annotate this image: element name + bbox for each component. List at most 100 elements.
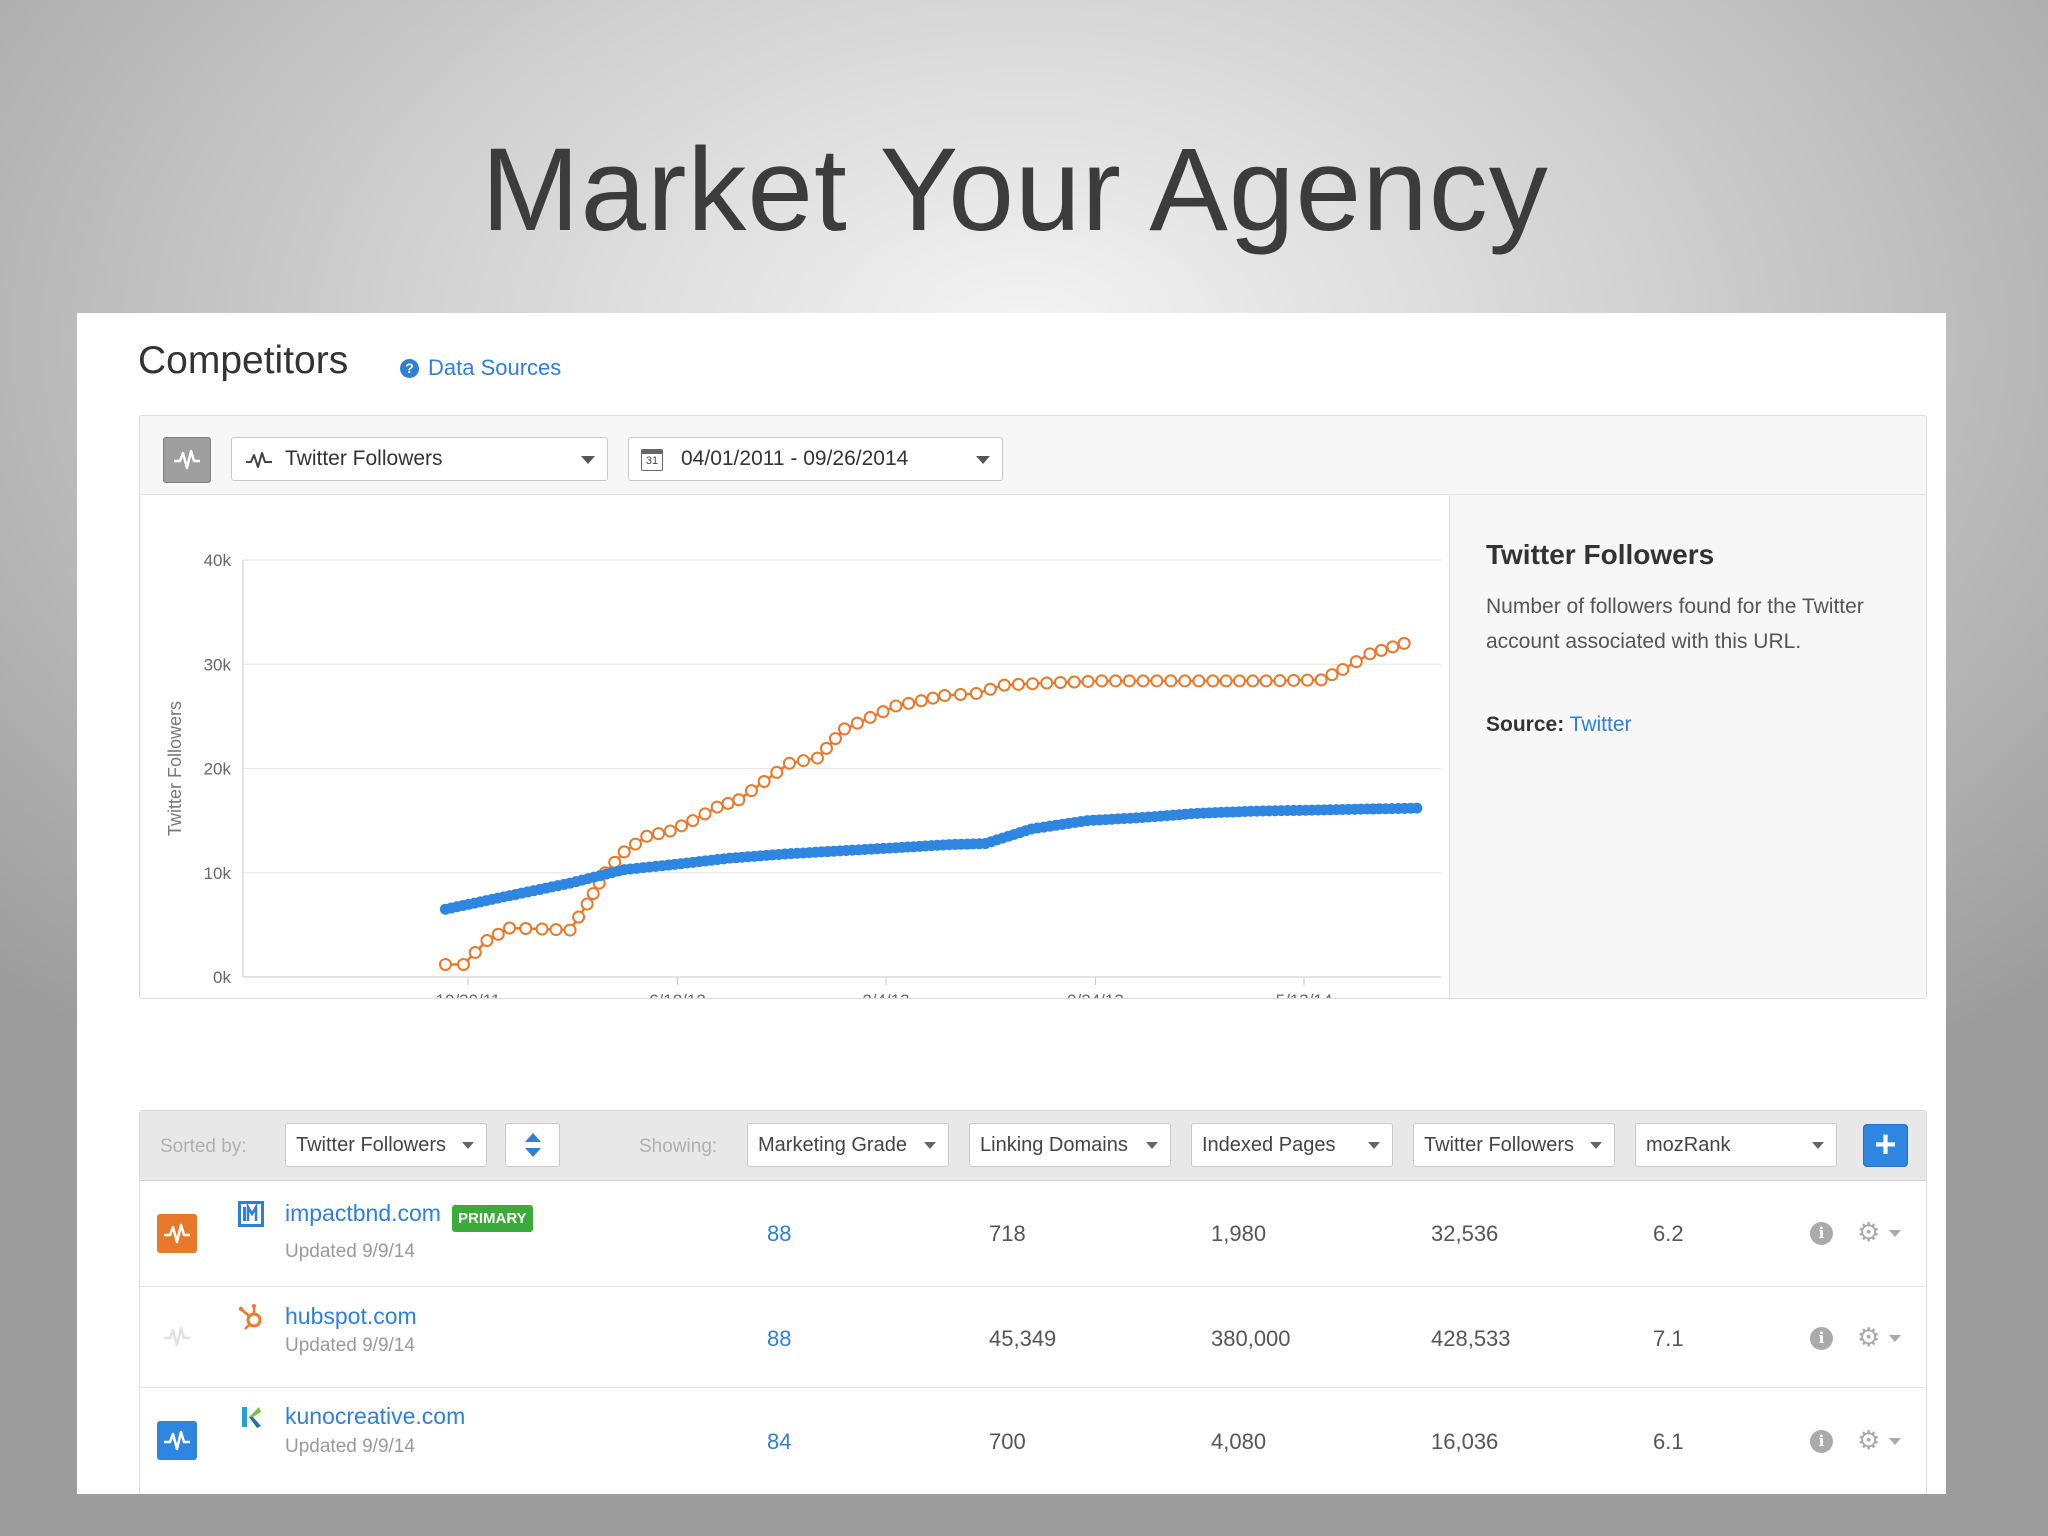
metric-select[interactable]: Twitter Followers xyxy=(231,437,608,481)
data-point xyxy=(1150,674,1164,688)
add-column-button[interactable]: + xyxy=(1863,1124,1908,1167)
data-point xyxy=(572,910,586,924)
chevron-down-icon xyxy=(462,1142,474,1149)
data-point xyxy=(1232,674,1246,688)
data-point xyxy=(757,775,771,789)
pulse-chart-icon xyxy=(174,449,200,470)
metric-select-value: Twitter Followers xyxy=(285,447,443,470)
column-select-3[interactable]: Indexed Pages xyxy=(1191,1123,1393,1167)
data-point xyxy=(1411,802,1423,814)
mozrank: 6.1 xyxy=(1653,1429,1684,1454)
data-point xyxy=(782,756,796,770)
data-point xyxy=(983,682,997,696)
impact-logo-icon xyxy=(238,1201,264,1227)
data-point xyxy=(438,957,452,971)
table-header: Sorted by: Twitter Followers Showing: Ma… xyxy=(140,1111,1926,1181)
table-row: impactbnd.com PRIMARY Updated 9/9/14 88 … xyxy=(140,1181,1926,1287)
data-point xyxy=(480,934,494,948)
data-point xyxy=(1053,675,1067,689)
chevron-down-icon[interactable] xyxy=(1889,1230,1901,1237)
row-chart-toggle[interactable] xyxy=(157,1317,197,1356)
data-point xyxy=(1067,675,1081,689)
data-point xyxy=(1011,677,1025,691)
data-point xyxy=(586,887,600,901)
sort-up-icon xyxy=(525,1133,541,1142)
data-point xyxy=(997,678,1011,692)
data-point xyxy=(796,754,810,768)
data-point xyxy=(580,897,594,911)
data-point xyxy=(744,784,758,798)
date-range-value: 04/01/2011 - 09/26/2014 xyxy=(681,447,909,470)
gear-icon[interactable]: ⚙ xyxy=(1857,1425,1881,1455)
column-select-4[interactable]: Twitter Followers xyxy=(1413,1123,1615,1167)
column-select-4-value: Twitter Followers xyxy=(1424,1133,1575,1156)
sort-select[interactable]: Twitter Followers xyxy=(285,1123,487,1167)
info-icon[interactable]: i xyxy=(1810,1430,1833,1453)
x-tick-label: 6/18/12 xyxy=(649,991,706,998)
sort-select-value: Twitter Followers xyxy=(296,1133,447,1156)
data-point xyxy=(1122,674,1136,688)
column-select-5[interactable]: mozRank xyxy=(1635,1123,1837,1167)
column-select-2[interactable]: Linking Domains xyxy=(969,1123,1171,1167)
source-link[interactable]: Twitter xyxy=(1569,713,1632,736)
data-point xyxy=(810,751,824,765)
mozrank: 7.1 xyxy=(1653,1326,1684,1351)
pulse-icon xyxy=(246,452,272,468)
data-point xyxy=(1095,674,1109,688)
site-name[interactable]: kunocreative.com xyxy=(285,1403,466,1429)
data-point xyxy=(519,922,533,936)
chart-box: Twitter Followers 31 04/01/2011 - 09/26/… xyxy=(139,415,1927,1010)
data-point xyxy=(914,694,928,708)
chevron-down-icon[interactable] xyxy=(1889,1438,1901,1445)
data-point xyxy=(710,800,724,814)
data-point xyxy=(617,845,631,859)
chevron-down-icon xyxy=(976,456,990,464)
chart-toolbar: Twitter Followers 31 04/01/2011 - 09/26/… xyxy=(140,416,1926,494)
gear-icon[interactable]: ⚙ xyxy=(1857,1217,1881,1247)
chevron-down-icon xyxy=(1590,1142,1602,1149)
row-chart-toggle[interactable] xyxy=(157,1421,197,1460)
data-point xyxy=(1081,674,1095,688)
info-icon[interactable]: i xyxy=(1810,1327,1833,1350)
row-chart-toggle[interactable] xyxy=(157,1214,197,1253)
data-point xyxy=(953,687,967,701)
table-row: hubspot.com Updated 9/9/14 88 45,349 380… xyxy=(140,1287,1926,1388)
chevron-down-icon[interactable] xyxy=(1889,1335,1901,1342)
y-tick-label: 30k xyxy=(204,655,232,674)
sort-direction-button[interactable] xyxy=(505,1123,560,1167)
x-tick-label: 2/4/13 xyxy=(862,991,909,998)
y-axis-label: Twitter Followers xyxy=(165,701,185,836)
date-range-select[interactable]: 31 04/01/2011 - 09/26/2014 xyxy=(628,437,1003,481)
data-sources-link[interactable]: ? Data Sources xyxy=(400,355,561,381)
column-select-1-value: Marketing Grade xyxy=(758,1133,907,1156)
site-name[interactable]: impactbnd.com xyxy=(285,1200,441,1226)
chart-toggle-button[interactable] xyxy=(163,437,211,483)
site-name[interactable]: hubspot.com xyxy=(285,1303,417,1329)
calendar-icon: 31 xyxy=(641,449,663,471)
y-tick-label: 40k xyxy=(204,551,232,570)
marketing-grade[interactable]: 88 xyxy=(767,1221,792,1246)
marketing-grade[interactable]: 84 xyxy=(767,1429,792,1454)
twitter-followers: 16,036 xyxy=(1431,1429,1499,1454)
question-circle-icon: ? xyxy=(400,358,419,378)
data-point xyxy=(1136,674,1150,688)
marketing-grade[interactable]: 88 xyxy=(767,1326,792,1351)
twitter-followers: 428,533 xyxy=(1431,1326,1511,1351)
data-point xyxy=(1363,647,1377,661)
column-select-1[interactable]: Marketing Grade xyxy=(747,1123,949,1167)
data-point xyxy=(535,922,549,936)
data-point xyxy=(1374,643,1388,657)
data-point xyxy=(1026,677,1040,691)
data-sources-label: Data Sources xyxy=(428,355,562,380)
data-point xyxy=(468,946,482,960)
info-icon[interactable]: i xyxy=(1810,1222,1833,1245)
linking-domains: 45,349 xyxy=(989,1326,1057,1351)
competitors-table: Sorted by: Twitter Followers Showing: Ma… xyxy=(139,1110,1927,1494)
indexed-pages: 380,000 xyxy=(1211,1326,1291,1351)
gear-icon[interactable]: ⚙ xyxy=(1857,1322,1881,1352)
data-point xyxy=(837,722,851,736)
sorted-by-label: Sorted by: xyxy=(160,1136,247,1157)
data-point xyxy=(1273,674,1287,688)
twitter-followers: 32,536 xyxy=(1431,1221,1499,1246)
data-point xyxy=(563,923,577,937)
